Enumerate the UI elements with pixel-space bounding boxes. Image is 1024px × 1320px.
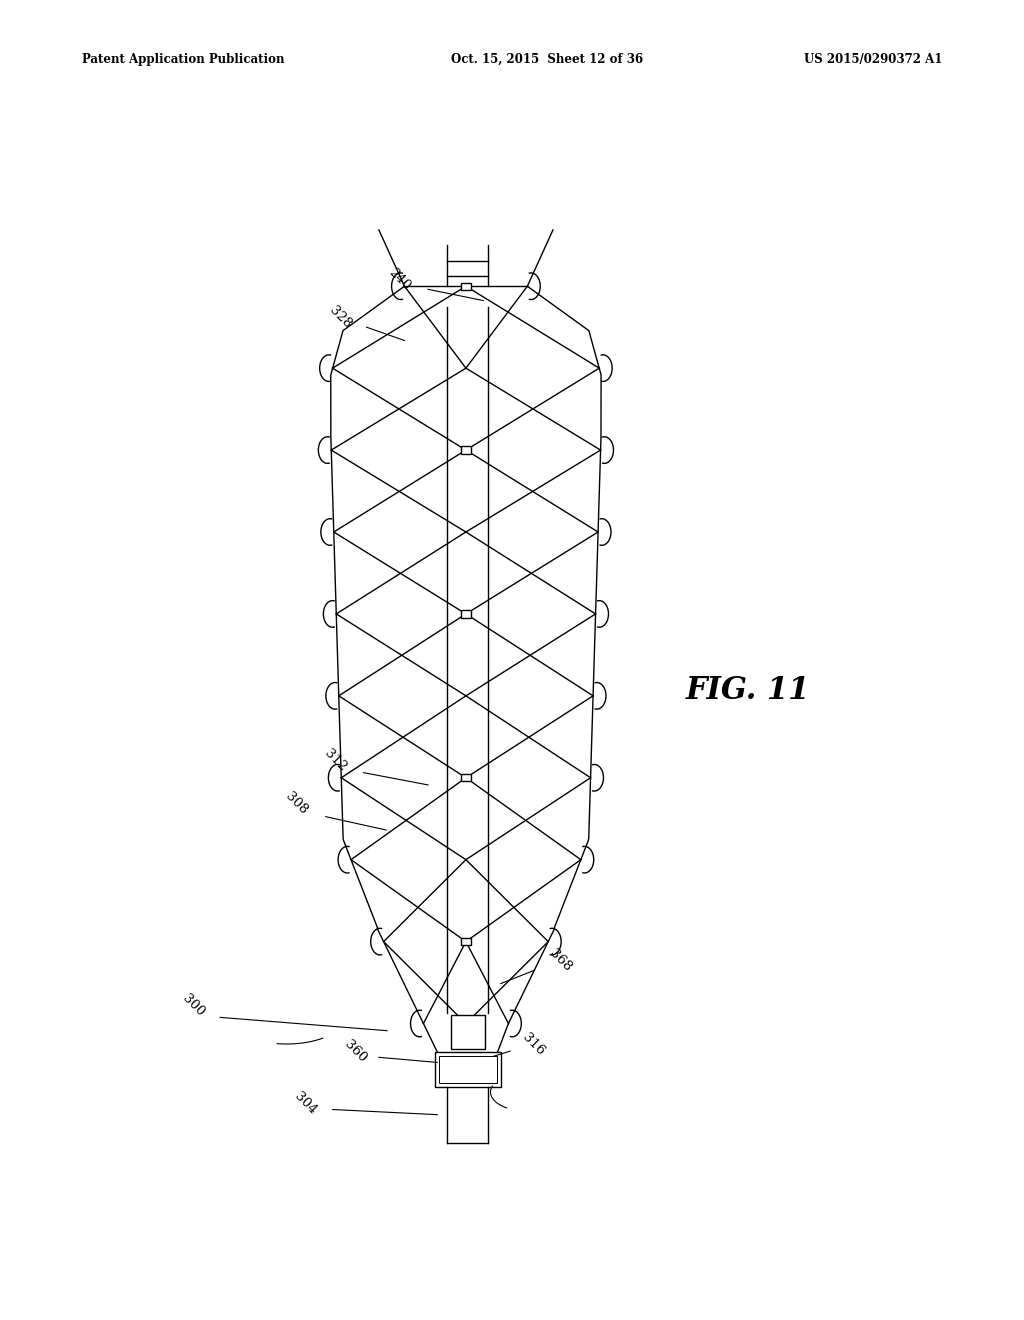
Text: US 2015/0290372 A1: US 2015/0290372 A1: [804, 53, 942, 66]
Bar: [461, 610, 471, 618]
Text: 312: 312: [323, 747, 349, 774]
Text: 316: 316: [520, 1031, 547, 1057]
Bar: [435, 1052, 501, 1086]
Text: 308: 308: [283, 789, 309, 817]
Bar: [439, 1056, 497, 1082]
Bar: [461, 774, 471, 781]
Bar: [461, 939, 471, 945]
Text: 368: 368: [547, 946, 573, 974]
Text: 300: 300: [180, 991, 207, 1019]
Bar: [461, 446, 471, 454]
Text: Patent Application Publication: Patent Application Publication: [82, 53, 285, 66]
Text: 328: 328: [327, 304, 353, 330]
Text: 304: 304: [292, 1090, 318, 1117]
Bar: [451, 1015, 485, 1049]
Text: 360: 360: [342, 1038, 369, 1065]
Text: Oct. 15, 2015  Sheet 12 of 36: Oct. 15, 2015 Sheet 12 of 36: [451, 53, 643, 66]
Text: FIG. 11: FIG. 11: [685, 676, 810, 706]
Text: 240: 240: [386, 265, 413, 293]
Bar: [461, 282, 471, 290]
